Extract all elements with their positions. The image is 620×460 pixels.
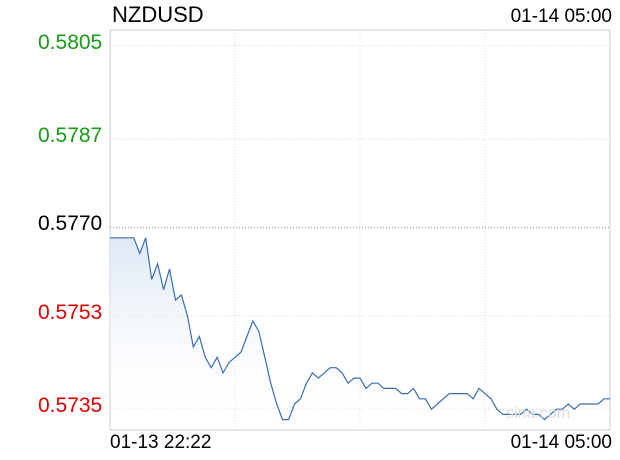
watermark: sina.com (506, 405, 570, 422)
y-tick-label: 0.5787 (38, 124, 103, 148)
y-tick-label: 0.5805 (38, 30, 103, 54)
y-tick-label: 0.5770 (38, 212, 103, 236)
x-label-end: 01-14 05:00 (510, 432, 612, 453)
price-area-fill (110, 237, 610, 430)
symbol-title: NZDUSD (112, 2, 204, 27)
y-tick-label: 0.5735 (38, 394, 103, 418)
x-label-start: 01-13 22:22 (110, 432, 212, 453)
timestamp-label: 01-14 05:00 (510, 6, 612, 27)
price-series-line (110, 237, 610, 421)
y-tick-label: 0.5753 (38, 300, 103, 324)
